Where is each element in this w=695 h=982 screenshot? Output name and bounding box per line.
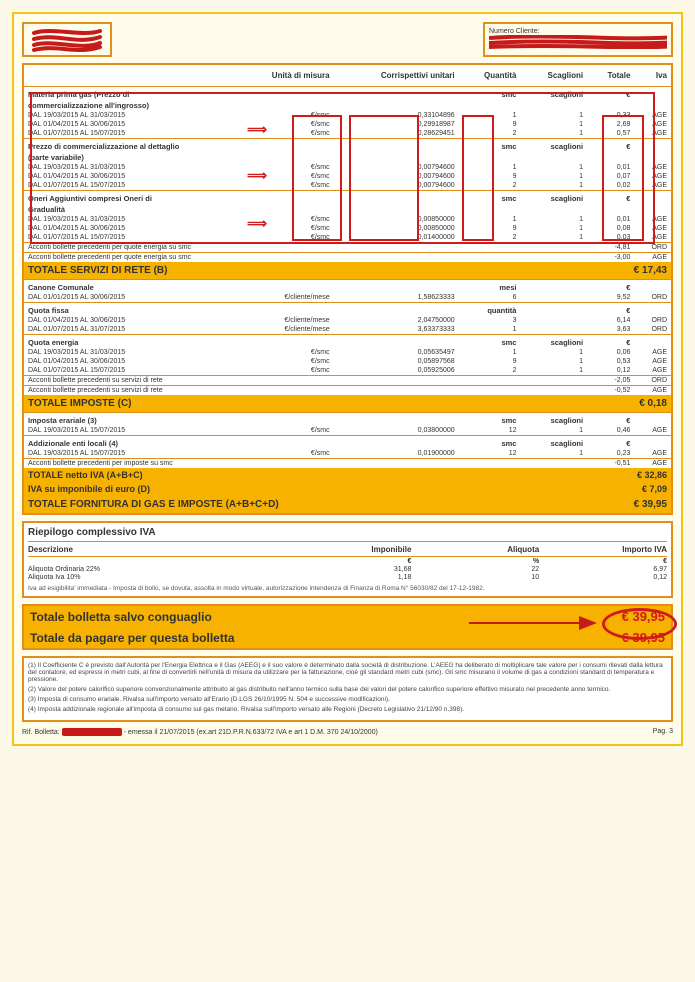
- rif-label: Rif. Bolletta:: [22, 729, 60, 736]
- vat-h1: Descrizione: [28, 545, 284, 554]
- client-label: Numero Cliente:: [489, 28, 667, 35]
- client-box: Numero Cliente:: [483, 22, 673, 57]
- page-number: Pag. 3: [653, 728, 673, 736]
- bill-table: Unità di misura Corrispettivi unitari Qu…: [22, 63, 673, 515]
- vat-title: Riepilogo complessivo IVA: [28, 527, 667, 542]
- hdr-cu: Corrispettivi unitari: [334, 64, 459, 87]
- hdr-iva: Iva: [634, 64, 672, 87]
- hdr-um: Unità di misura: [233, 64, 334, 87]
- final-l2: Totale da pagare per questa bolletta: [30, 631, 235, 645]
- vat-h2: Imponibile: [284, 545, 412, 554]
- footer: Rif. Bolletta: - emessa il 21/07/2015 (e…: [22, 728, 673, 736]
- vat-summary-box: Riepilogo complessivo IVA Descrizione Im…: [22, 521, 673, 598]
- vat-h4: Importo IVA: [539, 545, 667, 554]
- final-l1: Totale bolletta salvo conguaglio: [30, 610, 212, 624]
- final-v2: € 39,95: [622, 630, 665, 645]
- final-v1: € 39,95: [622, 609, 665, 624]
- vat-note: Iva ad esigibilita' immediata - Imposta …: [28, 585, 667, 592]
- note-3: (3) Imposta di consumo erariale. Rivalsa…: [28, 696, 667, 703]
- note-1: (1) Il Coefficiente C è previsto dall'Au…: [28, 662, 667, 683]
- hdr-s: Scaglioni: [520, 64, 587, 87]
- vat-h3: Aliquota: [411, 545, 539, 554]
- note-4: (4) Imposta addizionale regionale all'im…: [28, 706, 667, 713]
- rif-text: - emessa il 21/07/2015 (ex.art 21D.P.R.N…: [124, 729, 378, 736]
- logo-redacted: [22, 22, 112, 57]
- note-2: (2) Valore del potere calorifico superio…: [28, 686, 667, 693]
- notes-box: (1) Il Coefficiente C è previsto dall'Au…: [22, 656, 673, 722]
- hdr-t: Totale: [587, 64, 634, 87]
- hdr-q: Quantità: [459, 64, 521, 87]
- finals-box: Totale bolletta salvo conguaglio € 39,95…: [22, 604, 673, 650]
